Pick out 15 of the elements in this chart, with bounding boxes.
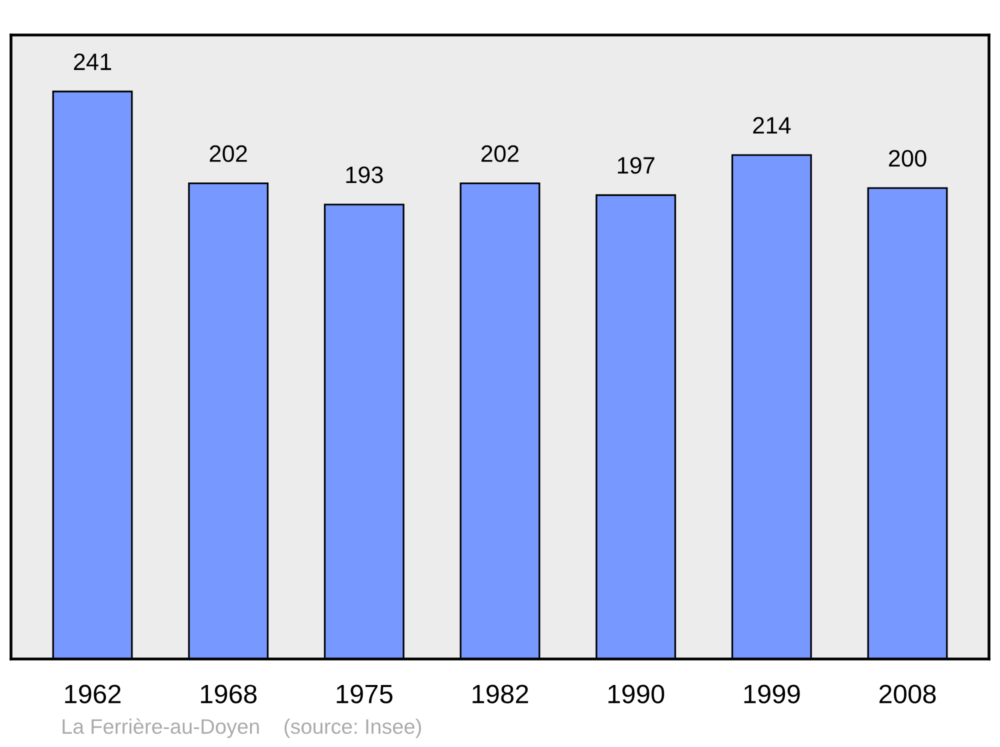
data-label: 214 [753, 117, 791, 134]
data-label: 202 [481, 145, 519, 162]
data-label: 241 [74, 53, 112, 70]
x-tick-label: 1975 [336, 684, 392, 704]
x-tick-label: 1982 [472, 684, 528, 704]
data-label: 193 [346, 166, 383, 184]
data-label: 202 [210, 145, 247, 162]
text: La Ferrière-au-Doyen (source: Insee) [62, 718, 421, 738]
x-tick-label: 1990 [608, 684, 664, 704]
x-tick-label: 2008 [879, 684, 936, 704]
x-tick-label: 1962 [65, 684, 121, 704]
data-label: 200 [888, 150, 926, 167]
x-tick-label: 1968 [200, 684, 257, 704]
data-label: 197 [618, 157, 654, 174]
x-tick-label: 1999 [744, 684, 800, 704]
